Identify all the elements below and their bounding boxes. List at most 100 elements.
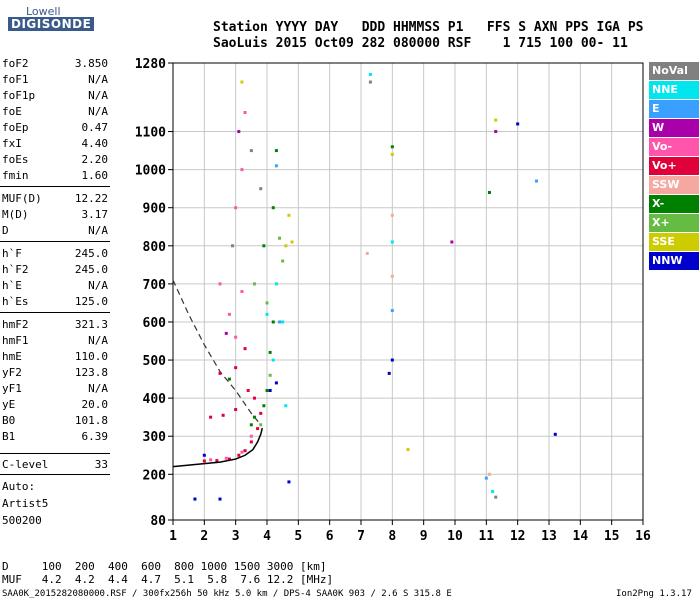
param-value: 245.0 (74, 263, 108, 276)
param-value: N/A (88, 105, 108, 118)
legend-ssw: SSW (649, 176, 699, 194)
x-tick-label: 15 (604, 529, 620, 544)
echo-point (387, 371, 391, 375)
param-name: yF1 (2, 382, 22, 395)
echo-point (240, 450, 244, 454)
echo-point (243, 347, 247, 351)
echo-point (256, 427, 260, 431)
param-name: yF2 (2, 366, 22, 379)
auto-algorithm: Artist5 (2, 497, 49, 510)
legend-noval: NoVal (649, 62, 699, 80)
echo-point (390, 274, 394, 278)
param-value: 33 (94, 458, 108, 471)
echo-point (265, 389, 269, 393)
x-tick-label: 16 (635, 529, 651, 544)
legend-x: X+ (649, 214, 699, 232)
echo-point (240, 168, 244, 172)
x-tick-label: 2 (200, 529, 208, 544)
echo-point (259, 423, 263, 427)
auto-label: Auto: (2, 480, 36, 493)
echo-point (249, 149, 253, 153)
x-tick-label: 1 (169, 529, 177, 544)
echo-point (494, 495, 498, 499)
echo-point (268, 373, 272, 377)
param-name: foEp (2, 121, 29, 134)
logo-digisonde: DIGISONDE (8, 17, 95, 31)
echo-point (224, 331, 228, 335)
legend-vo: Vo- (649, 138, 699, 156)
echo-point (271, 206, 275, 210)
echo-point (202, 453, 206, 457)
echo-point (390, 358, 394, 362)
echo-point (209, 458, 213, 462)
x-tick-label: 10 (447, 529, 463, 544)
x-tick-label: 11 (479, 529, 495, 544)
y-tick-label: 600 (143, 316, 167, 331)
echo-point (365, 251, 369, 255)
echo-point (368, 80, 372, 84)
x-tick-label: 4 (263, 529, 271, 544)
param-name: B0 (2, 414, 16, 427)
echo-point (193, 497, 197, 501)
panel-divider (0, 241, 110, 242)
param-name: foF1p (2, 89, 36, 102)
param-value: N/A (88, 279, 108, 292)
echo-point (390, 309, 394, 313)
param-value: 110.0 (74, 350, 108, 363)
panel-divider (0, 312, 110, 313)
param-name: h`F (2, 247, 22, 260)
x-tick-label: 13 (541, 529, 557, 544)
panel-divider (0, 453, 110, 454)
param-value: 1.60 (81, 169, 109, 182)
echo-point (553, 432, 557, 436)
y-tick-label: 400 (143, 392, 167, 407)
echo-point (234, 366, 238, 370)
auto-code: 500200 (2, 514, 42, 527)
logo-lowell: Lowell (26, 5, 61, 18)
echo-point (494, 130, 498, 134)
param-foe: foE N/A (2, 105, 108, 119)
echo-point (274, 164, 278, 168)
x-tick-label: 14 (573, 529, 589, 544)
param-name: foE (2, 105, 22, 118)
echo-point (274, 381, 278, 385)
echo-point (278, 236, 282, 240)
profile-curve (172, 427, 264, 468)
echo-point (390, 145, 394, 149)
echo-point (262, 244, 266, 248)
legend-nne: NNE (649, 81, 699, 99)
param-name: D (2, 224, 9, 237)
echo-point (252, 396, 256, 400)
y-tick-label: 200 (143, 468, 167, 483)
echo-point (237, 130, 241, 134)
echo-point (274, 282, 278, 286)
legend-sse: SSE (649, 233, 699, 251)
param-name: M(D) (2, 208, 29, 221)
echo-point (287, 480, 291, 484)
echo-point (202, 459, 206, 463)
dashed-trace (172, 279, 262, 426)
param-fxi: fxI 4.40 (2, 137, 108, 151)
echo-point (234, 335, 238, 339)
echo-point (249, 440, 253, 444)
param-fof1: foF1 N/A (2, 73, 108, 87)
y-tick-label: 800 (143, 240, 167, 255)
param-hes: h`Es 125.0 (2, 295, 108, 309)
echo-point (218, 497, 222, 501)
echo-point (390, 240, 394, 244)
echo-point (215, 459, 219, 463)
echo-point (406, 448, 410, 452)
param-foep: foEp 0.47 (2, 121, 108, 135)
param-value: 0.47 (81, 121, 109, 134)
echo-point (274, 149, 278, 153)
y-tick-label: 1000 (135, 164, 166, 179)
param-name: hmF2 (2, 318, 29, 331)
echo-point (243, 449, 247, 453)
param-hmf1: hmF1 N/A (2, 334, 108, 348)
echo-point (265, 301, 269, 305)
param-name: C-level (2, 458, 49, 471)
echo-point (487, 190, 491, 194)
echo-point (534, 179, 538, 183)
echo-point (259, 187, 263, 191)
